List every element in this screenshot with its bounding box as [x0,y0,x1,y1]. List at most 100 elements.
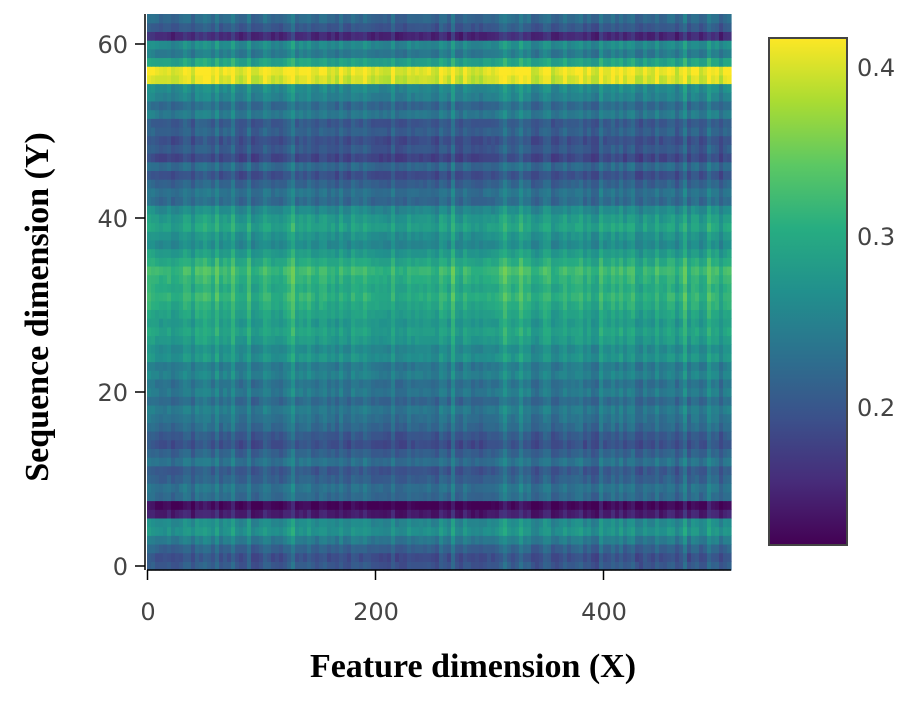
heatmap-cell [691,413,696,423]
heatmap-cell [183,526,188,536]
heatmap-cell [655,535,660,545]
heatmap-cell [447,526,452,536]
heatmap-cell [579,535,584,545]
heatmap-cell [275,361,280,371]
heatmap-cell [627,483,632,493]
heatmap-cell [147,422,152,432]
heatmap-cell [531,309,536,319]
heatmap-cell [455,292,460,302]
heatmap-cell [471,509,476,519]
heatmap-cell [387,283,392,293]
heatmap-cell [383,300,388,310]
heatmap-cell [515,274,520,284]
heatmap-cell [147,344,152,354]
heatmap-cell [223,561,228,571]
heatmap-cell [419,361,424,371]
heatmap-cell [187,491,192,502]
heatmap-cell [223,491,228,502]
heatmap-cell [335,404,340,415]
heatmap-cell [515,561,520,571]
heatmap-cell [443,292,448,302]
heatmap-cell [503,387,508,397]
heatmap-cell [331,483,336,493]
heatmap-cell [375,396,380,406]
heatmap-cell [571,344,576,354]
heatmap-cell [579,517,584,528]
heatmap-cell [615,361,620,371]
heatmap-cell [371,300,376,310]
heatmap-cell [563,526,568,536]
heatmap-cell [335,387,340,397]
heatmap-cell [211,543,216,554]
heatmap-cell [711,457,716,467]
heatmap-cell [583,292,588,302]
heatmap-cell [511,448,516,458]
heatmap-cell [727,300,732,310]
heatmap-cell [591,370,596,380]
heatmap-cell [335,491,340,502]
heatmap-cell [583,535,588,545]
heatmap-cell [147,552,152,562]
heatmap-cell [515,396,520,406]
heatmap-cell [459,404,464,415]
heatmap-cell [699,439,704,449]
heatmap-cell [727,370,732,380]
heatmap-cell [459,431,464,441]
heatmap-cell [639,404,644,415]
heatmap-cell [383,439,388,449]
heatmap-cell [211,283,216,293]
heatmap-cell [363,344,368,354]
heatmap-cell [335,561,340,571]
heatmap-cell [619,552,624,562]
heatmap-cell [155,309,160,319]
heatmap-cell [239,491,244,502]
heatmap-cell [547,309,552,319]
heatmap-cell [507,561,512,571]
heatmap-cell [515,483,520,493]
heatmap-cell [431,474,436,484]
heatmap-cell [275,396,280,406]
heatmap-cell [595,439,600,449]
heatmap-cell [267,292,272,302]
heatmap-cell [559,517,564,528]
heatmap-cell [327,422,332,432]
heatmap-cell [299,509,304,519]
heatmap-cell [251,344,256,354]
heatmap-cell [663,344,668,354]
heatmap-cell [403,448,408,458]
heatmap-cell [359,292,364,302]
heatmap-cell [603,396,608,406]
heatmap-cell [491,509,496,519]
heatmap-cell [675,344,680,354]
heatmap-cell [599,439,604,449]
heatmap-cell [703,300,708,310]
heatmap-cell [191,300,196,310]
heatmap-cell [199,300,204,310]
heatmap-cell [339,326,344,337]
heatmap-cell [207,439,212,449]
heatmap-cell [411,439,416,449]
heatmap-cell [391,274,396,284]
heatmap-cell [487,448,492,458]
heatmap-cell [535,517,540,528]
heatmap-cell [695,283,700,293]
heatmap-cell [451,448,456,458]
heatmap-cell [411,378,416,389]
heatmap-cell [651,309,656,319]
heatmap-cell [375,326,380,337]
heatmap-cell [347,552,352,562]
heatmap-cell [343,387,348,397]
heatmap-cell [595,396,600,406]
heatmap-cell [707,326,712,337]
heatmap-cell [403,526,408,536]
heatmap-cell [583,500,588,510]
heatmap-cell [227,309,232,319]
heatmap-cell [587,326,592,337]
heatmap-cell [387,500,392,510]
heatmap-cell [707,378,712,389]
heatmap-cell [627,448,632,458]
heatmap-cell [555,448,560,458]
heatmap-cell [567,465,572,476]
heatmap-cell [535,335,540,345]
heatmap-cell [503,465,508,476]
